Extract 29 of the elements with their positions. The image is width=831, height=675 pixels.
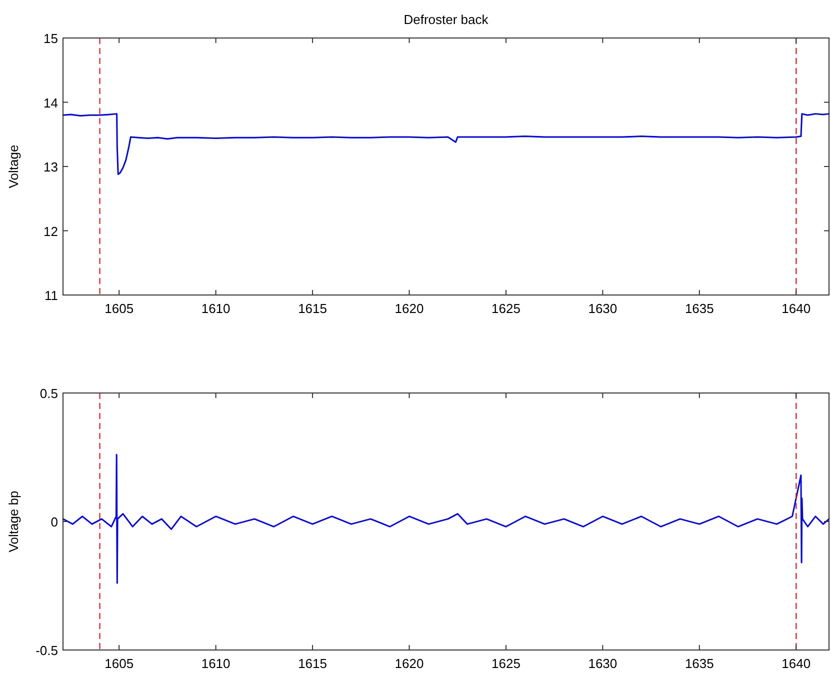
y-tick-label: 0.5	[40, 386, 58, 401]
y-tick-label: 15	[44, 31, 58, 46]
y-tick-label: 0	[50, 514, 58, 530]
line-series	[62, 113, 830, 175]
x-tick-label: 1635	[684, 656, 714, 671]
x-tick-label: 1605	[104, 656, 134, 671]
x-tick-label: 1640	[782, 656, 811, 671]
x-tick-label: 1620	[394, 301, 424, 316]
x-tick-label: 1625	[492, 301, 520, 316]
y-tick-label: 14	[44, 95, 58, 110]
x-tick-label: 1615	[298, 301, 327, 316]
x-tick-label: 1630	[588, 656, 618, 671]
y-tick-label: 11	[44, 288, 58, 303]
x-tick-label: 1630	[588, 301, 618, 316]
chart-title: Defroster back	[404, 12, 489, 27]
y-tick-label: -0.5	[36, 643, 58, 658]
x-tick-label: 1610	[201, 301, 230, 316]
line-series	[62, 454, 830, 584]
x-tick-label: 1625	[492, 656, 520, 671]
x-tick-label: 1620	[394, 656, 424, 671]
y-axis-title: Voltage bp	[6, 490, 21, 552]
x-tick-label: 1605	[104, 301, 134, 316]
y-tick-label: 12	[44, 224, 58, 239]
x-tick-label: 1640	[782, 301, 811, 316]
x-tick-label: 1635	[684, 301, 714, 316]
y-axis-title: Voltage	[6, 144, 21, 188]
x-tick-label: 1615	[298, 656, 327, 671]
x-tick-label: 1610	[201, 656, 230, 671]
y-tick-label: 13	[44, 160, 58, 174]
